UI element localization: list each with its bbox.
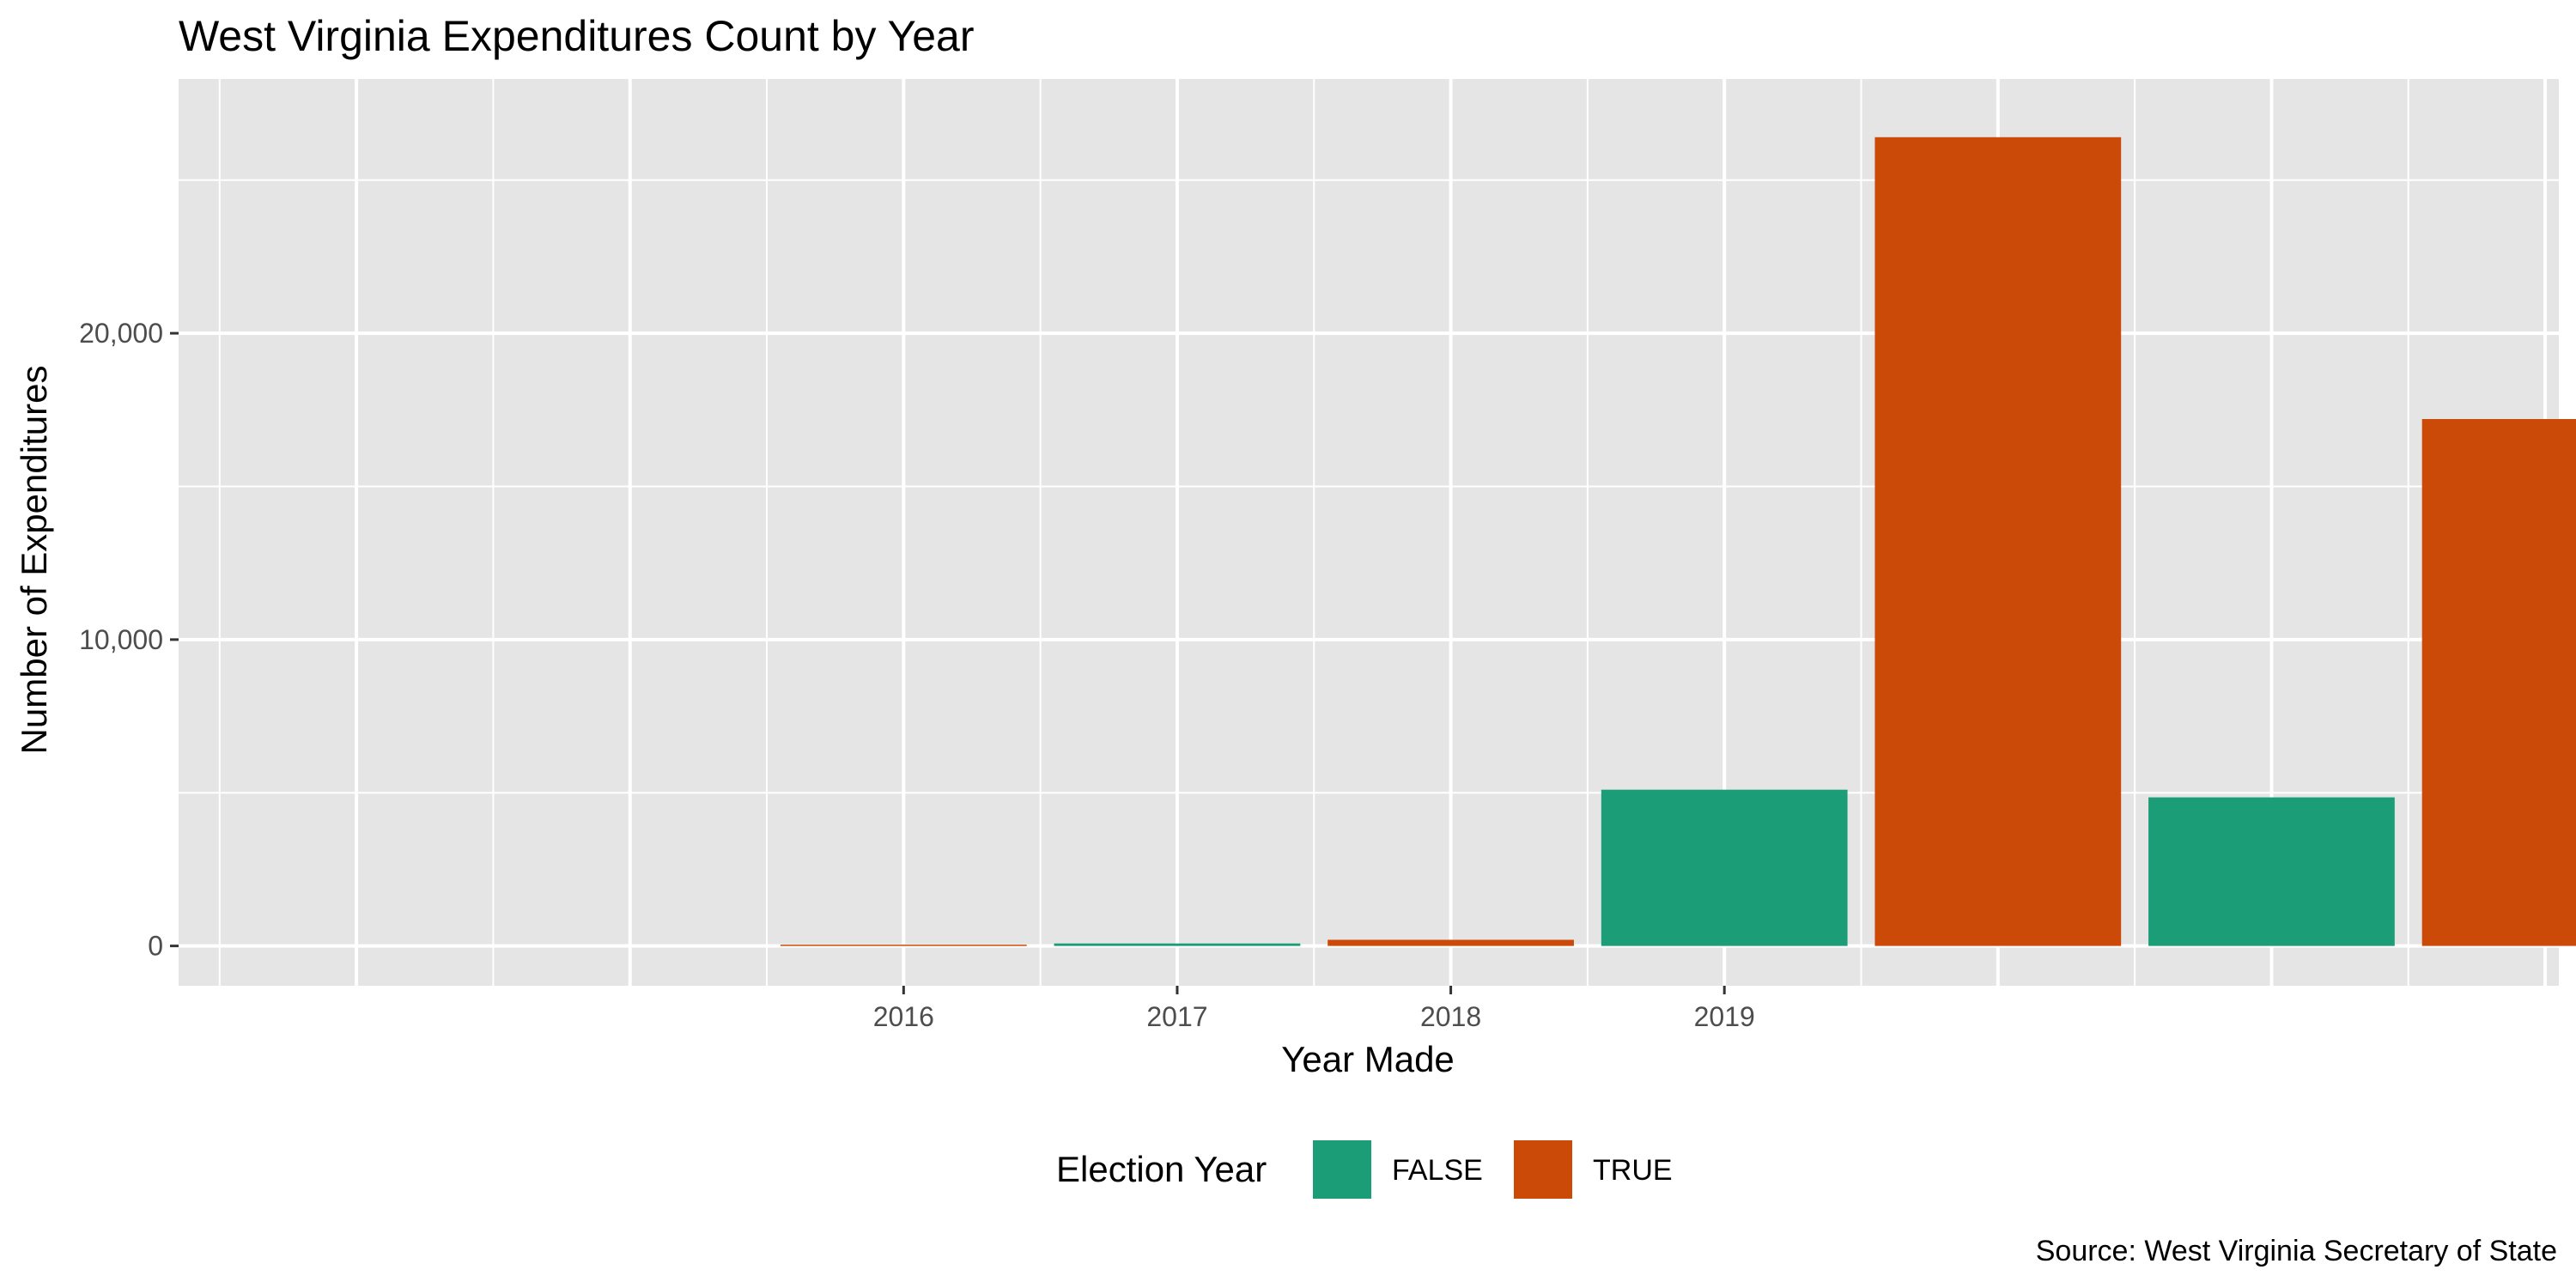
legend-key-false xyxy=(1313,1140,1371,1199)
chart-caption: Source: West Virginia Secretary of State xyxy=(2036,1235,2557,1267)
bar-2018 xyxy=(1327,939,1574,946)
x-axis: 2016 2017 2018 2019 xyxy=(873,986,1755,1032)
bar-2020 xyxy=(1874,137,2122,946)
legend: Election Year FALSE TRUE xyxy=(1056,1140,1673,1199)
bar-2021 xyxy=(2148,797,2395,946)
bar-2016 xyxy=(780,945,1027,946)
legend-title: Election Year xyxy=(1056,1149,1267,1189)
legend-key-true xyxy=(1514,1140,1572,1199)
bar-2019 xyxy=(1601,789,1848,946)
legend-label-false: FALSE xyxy=(1392,1154,1483,1187)
y-axis-title: Number of Expenditures xyxy=(14,366,54,755)
chart-title: West Virginia Expenditures Count by Year xyxy=(179,12,975,60)
y-tick-label: 10,000 xyxy=(79,624,163,655)
y-tick-label: 20,000 xyxy=(79,318,163,349)
y-tick-label: 0 xyxy=(148,931,163,962)
bars xyxy=(780,137,2576,946)
bar-2022 xyxy=(2421,419,2576,946)
bar-2017 xyxy=(1054,943,1301,946)
x-tick-label: 2017 xyxy=(1146,1001,1207,1032)
x-axis-title: Year Made xyxy=(1281,1039,1455,1079)
legend-label-true: TRUE xyxy=(1593,1154,1673,1187)
x-tick-label: 2018 xyxy=(1420,1001,1481,1032)
x-tick-label: 2019 xyxy=(1694,1001,1755,1032)
y-axis: 0 10,000 20,000 xyxy=(79,318,179,962)
x-tick-label: 2016 xyxy=(873,1001,934,1032)
